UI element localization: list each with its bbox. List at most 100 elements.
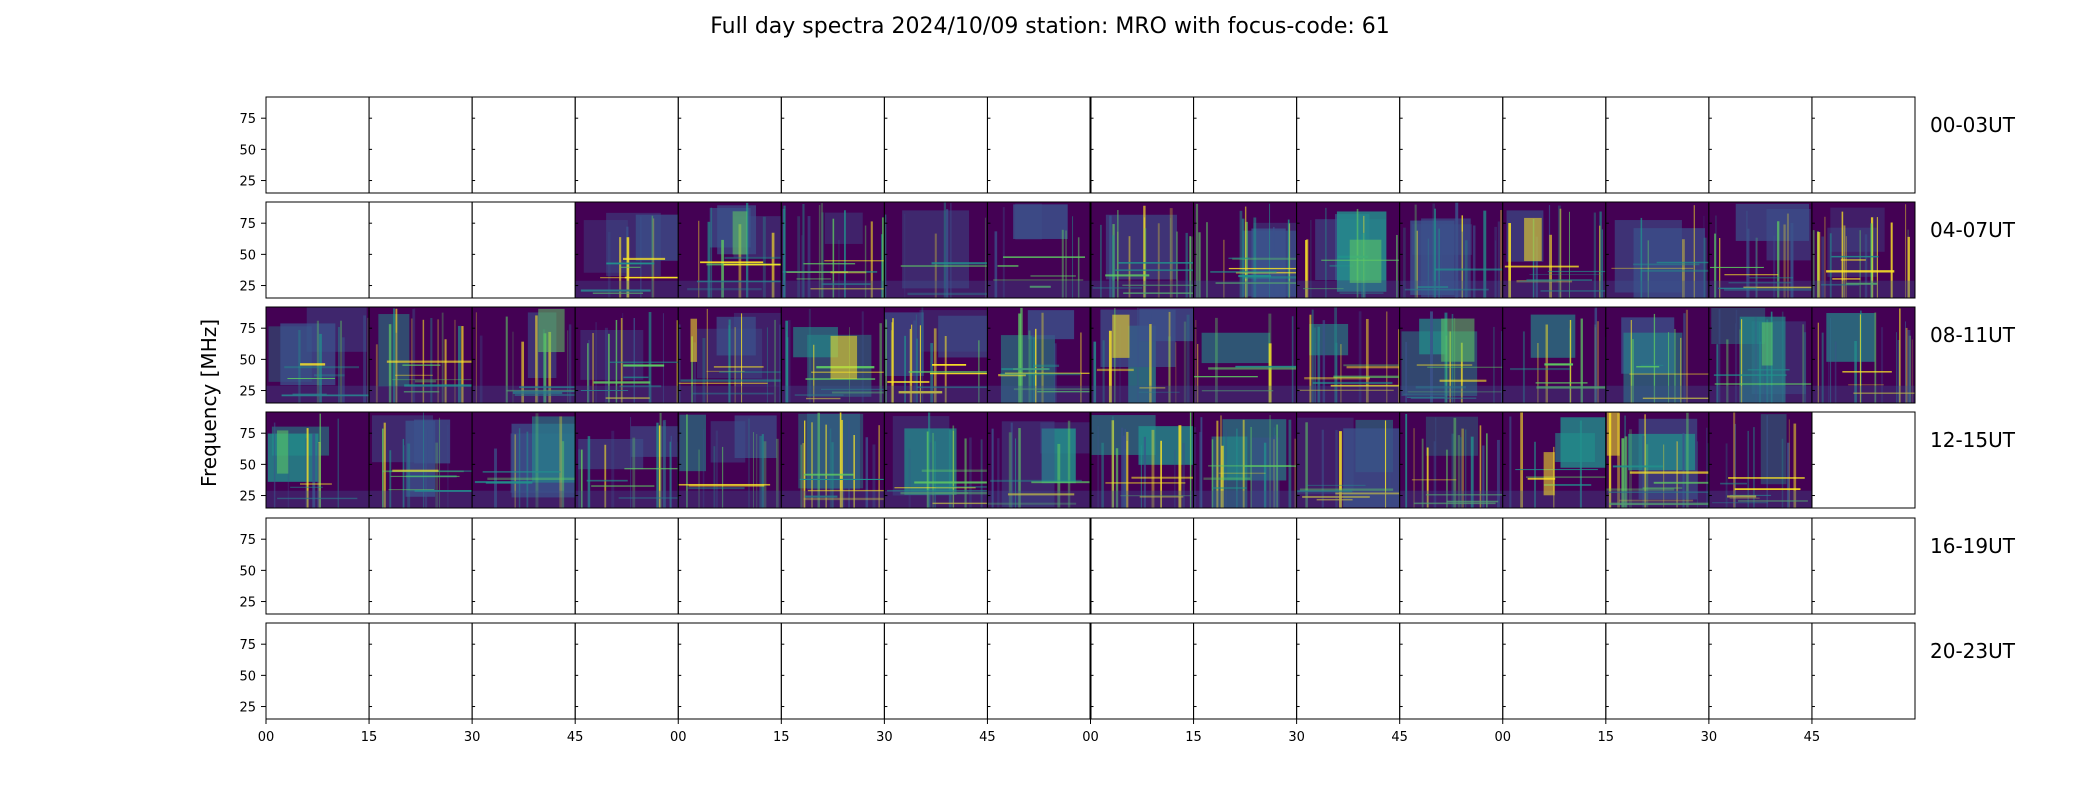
- panel-frame: [1708, 96, 1813, 194]
- y-tick-label: 75: [239, 217, 256, 232]
- x-tick-label: 45: [567, 730, 584, 745]
- row-label: 00-03UT: [1930, 113, 2016, 137]
- panel-frame: [471, 622, 576, 720]
- panel-frame: [265, 201, 370, 299]
- panel-frame: [1193, 96, 1298, 194]
- panel-frame: [1502, 517, 1607, 615]
- y-tick-label: 25: [239, 701, 256, 716]
- spectrum-panel: [266, 412, 370, 508]
- spectrum-panel: [1811, 307, 1915, 403]
- panel-frame: [883, 517, 988, 615]
- y-tick-label: 50: [239, 564, 256, 579]
- panel-frame: [1708, 622, 1813, 720]
- spectrum-panel: [987, 412, 1091, 508]
- x-tick-label: 15: [1598, 730, 1615, 745]
- x-tick-label: 15: [773, 730, 790, 745]
- panel-frame: [1811, 411, 1916, 509]
- spectrum-panel: [1193, 307, 1297, 403]
- spectrum-panel: [1296, 202, 1400, 298]
- panel-frame: [1708, 517, 1813, 615]
- panel-frame: [1090, 96, 1195, 194]
- panel-frame: [1296, 96, 1401, 194]
- panel-frame: [986, 96, 1091, 194]
- spectrum-panel: [987, 307, 1091, 403]
- y-tick-label: 50: [239, 248, 256, 263]
- panel-frame: [471, 96, 576, 194]
- spectrum-panel: [1605, 307, 1709, 403]
- spectrum-panel: [1090, 202, 1194, 298]
- x-tick-label: 30: [876, 730, 893, 745]
- panel-frame: [1193, 622, 1298, 720]
- panel-frame: [677, 517, 782, 615]
- panel-frame: [265, 96, 370, 194]
- panel-frame: [471, 517, 576, 615]
- y-tick-label: 75: [239, 112, 256, 127]
- panel-frame: [471, 201, 576, 299]
- y-tick-label: 75: [239, 322, 256, 337]
- panel-frame: [1399, 96, 1504, 194]
- spectrum-panel: [575, 307, 679, 403]
- row-label: 16-19UT: [1930, 534, 2016, 558]
- spectrum-panel: [369, 307, 473, 403]
- panel-frame: [1399, 517, 1504, 615]
- panel-frame: [1605, 96, 1710, 194]
- spectrum-panel: [987, 202, 1091, 298]
- panel-frame: [368, 517, 473, 615]
- spectrum-panel: [1296, 307, 1400, 403]
- panel-frame: [1296, 622, 1401, 720]
- y-tick-label: 50: [239, 458, 256, 473]
- spectrum-panel: [1502, 412, 1606, 508]
- row-label: 20-23UT: [1930, 639, 2016, 663]
- panel-frame: [1811, 96, 1916, 194]
- panel-frame: [1193, 517, 1298, 615]
- panel-frame: [1811, 517, 1916, 615]
- spectrum-panel: [1502, 202, 1606, 298]
- panel-frame: [780, 96, 885, 194]
- panel-frame: [574, 517, 679, 615]
- x-tick-label: 00: [670, 730, 687, 745]
- spectrum-panel: [884, 412, 988, 508]
- panel-frame: [265, 517, 370, 615]
- spectrum-panel: [472, 412, 576, 508]
- x-tick-label: 30: [1701, 730, 1718, 745]
- chart-title: Full day spectra 2024/10/09 station: MRO…: [710, 14, 1390, 39]
- y-tick-label: 25: [239, 596, 256, 611]
- y-axis-label: Frequency [MHz]: [197, 319, 221, 487]
- panel-frame: [1605, 622, 1710, 720]
- y-tick-label: 25: [239, 385, 256, 400]
- spectrum-panel: [575, 202, 679, 298]
- panel-frame: [368, 622, 473, 720]
- panel-frame: [986, 517, 1091, 615]
- spectrum-panel: [575, 412, 679, 508]
- x-tick-label: 00: [1494, 730, 1511, 745]
- panel-frame: [1605, 517, 1710, 615]
- panel-frame: [883, 622, 988, 720]
- panel-frame: [677, 622, 782, 720]
- panel-frame: [265, 622, 370, 720]
- panels-layer: 75 50 25 00-03UT 75 50 25 04-07UT 75 50 25 08-11UT 7…: [239, 96, 2016, 745]
- panel-frame: [1296, 517, 1401, 615]
- y-tick-label: 75: [239, 533, 256, 548]
- y-tick-label: 75: [239, 638, 256, 653]
- x-tick-label: 45: [1391, 730, 1408, 745]
- spectrum-panel: [781, 412, 885, 508]
- y-tick-label: 25: [239, 175, 256, 190]
- y-tick-label: 75: [239, 427, 256, 442]
- spectrum-panel: [1399, 412, 1503, 508]
- panel-frame: [1502, 622, 1607, 720]
- spectrum-panel: [1090, 307, 1194, 403]
- panel-frame: [1502, 96, 1607, 194]
- row-label: 04-07UT: [1930, 218, 2016, 242]
- spectrum-panel: [1708, 307, 1812, 403]
- spectrum-panel: [1708, 202, 1812, 298]
- y-tick-label: 25: [239, 490, 256, 505]
- spectrum-panel: [781, 307, 885, 403]
- panel-frame: [1090, 517, 1195, 615]
- row-label: 12-15UT: [1930, 428, 2016, 452]
- panel-frame: [883, 96, 988, 194]
- spectrum-panel: [1399, 202, 1503, 298]
- x-tick-label: 45: [979, 730, 996, 745]
- x-tick-label: 00: [258, 730, 275, 745]
- spectrum-panel: [781, 202, 885, 298]
